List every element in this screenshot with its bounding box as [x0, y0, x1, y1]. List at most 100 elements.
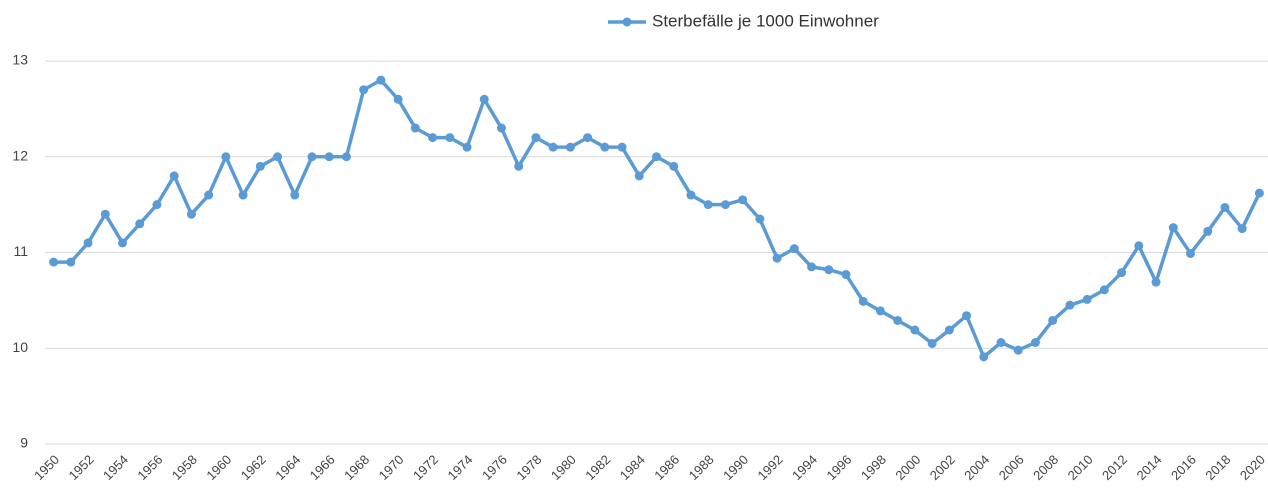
x-tick-label: 2006 — [996, 452, 1027, 483]
x-tick-label: 1972 — [410, 452, 441, 483]
data-point — [1254, 188, 1264, 198]
data-point — [893, 315, 903, 325]
data-point — [669, 161, 679, 171]
data-point — [393, 94, 403, 104]
data-point — [600, 142, 610, 152]
data-point — [290, 190, 300, 200]
data-point — [238, 190, 248, 200]
data-line — [53, 78, 1261, 359]
data-point — [962, 311, 972, 321]
x-tick-label: 2016 — [1168, 452, 1199, 483]
data-point — [1099, 285, 1109, 295]
data-point — [83, 238, 93, 248]
data-point — [324, 152, 334, 162]
x-tick-label: 1966 — [307, 452, 338, 483]
data-point — [1082, 294, 1092, 304]
data-point — [1185, 248, 1195, 258]
x-tick-label: 1970 — [376, 452, 407, 483]
x-tick-label: 1958 — [169, 452, 200, 483]
legend-marker — [622, 17, 632, 27]
data-point — [1065, 300, 1075, 310]
data-point — [135, 219, 145, 229]
data-point — [996, 338, 1006, 348]
x-tick-label: 1994 — [789, 452, 820, 483]
data-point — [841, 270, 851, 280]
data-point — [738, 195, 748, 205]
x-tick-label: 1952 — [66, 452, 97, 483]
data-point — [1168, 223, 1178, 233]
data-point — [565, 142, 575, 152]
data-point — [927, 338, 937, 348]
data-point — [1151, 277, 1161, 287]
x-tick-label: 1968 — [341, 452, 372, 483]
data-point — [428, 133, 438, 143]
data-point — [100, 209, 110, 219]
data-point — [186, 209, 196, 219]
x-tick-label: 1984 — [617, 452, 648, 483]
data-point — [652, 152, 661, 162]
x-tick-label: 1960 — [203, 452, 234, 483]
data-point — [634, 171, 644, 181]
y-tick-label: 12 — [12, 147, 28, 163]
data-point — [307, 152, 317, 162]
data-point — [514, 161, 524, 171]
data-point — [720, 200, 730, 210]
x-tick-label: 1982 — [582, 452, 613, 483]
x-tick-label: 2020 — [1237, 452, 1268, 483]
data-point — [755, 214, 765, 224]
data-point — [359, 85, 369, 95]
data-point — [1237, 224, 1247, 234]
data-point — [1220, 202, 1230, 212]
x-tick-label: 2018 — [1202, 452, 1233, 483]
x-tick-label: 1992 — [755, 452, 786, 483]
data-point — [221, 152, 231, 162]
x-tick-label: 2012 — [1099, 452, 1130, 483]
data-point — [858, 296, 868, 306]
x-tick-label: 1996 — [823, 452, 854, 483]
data-point — [410, 123, 420, 133]
x-tick-label: 1964 — [272, 452, 303, 483]
data-point — [772, 253, 782, 263]
x-tick-label: 1962 — [238, 452, 269, 483]
x-tick-label: 1986 — [651, 452, 682, 483]
x-tick-label: 1998 — [858, 452, 889, 483]
y-tick-label: 10 — [12, 339, 28, 355]
data-point — [910, 325, 920, 335]
data-point — [807, 262, 817, 272]
data-point — [204, 190, 214, 200]
x-tick-label: 1956 — [134, 452, 165, 483]
data-point — [824, 265, 834, 275]
data-point — [273, 152, 283, 162]
data-point — [531, 133, 541, 143]
x-tick-label: 1974 — [445, 452, 476, 483]
data-point — [617, 142, 627, 152]
data-point — [1134, 241, 1144, 251]
x-tick-label: 2008 — [1030, 452, 1061, 483]
data-point — [944, 325, 954, 335]
data-point — [1117, 268, 1127, 278]
y-tick-label: 9 — [20, 435, 28, 451]
x-tick-label: 2000 — [892, 452, 923, 483]
x-tick-label: 2002 — [927, 452, 958, 483]
data-point — [341, 152, 351, 162]
data-point — [703, 200, 713, 210]
y-tick-label: 11 — [13, 243, 28, 259]
data-point — [979, 352, 989, 362]
data-point — [376, 75, 386, 85]
data-point — [49, 257, 59, 267]
data-point — [1030, 338, 1040, 348]
x-tick-label: 1978 — [513, 452, 544, 483]
data-point — [686, 190, 696, 200]
data-point — [496, 123, 506, 133]
x-tick-label: 2014 — [1134, 452, 1165, 483]
data-point — [66, 257, 76, 267]
data-point — [1013, 345, 1023, 355]
data-point — [462, 142, 472, 152]
data-point — [445, 133, 455, 143]
data-point — [548, 142, 558, 152]
data-point — [1203, 226, 1213, 236]
x-tick-label: 2004 — [961, 452, 992, 483]
data-point — [479, 94, 489, 104]
data-point — [255, 161, 265, 171]
data-point — [118, 238, 128, 248]
